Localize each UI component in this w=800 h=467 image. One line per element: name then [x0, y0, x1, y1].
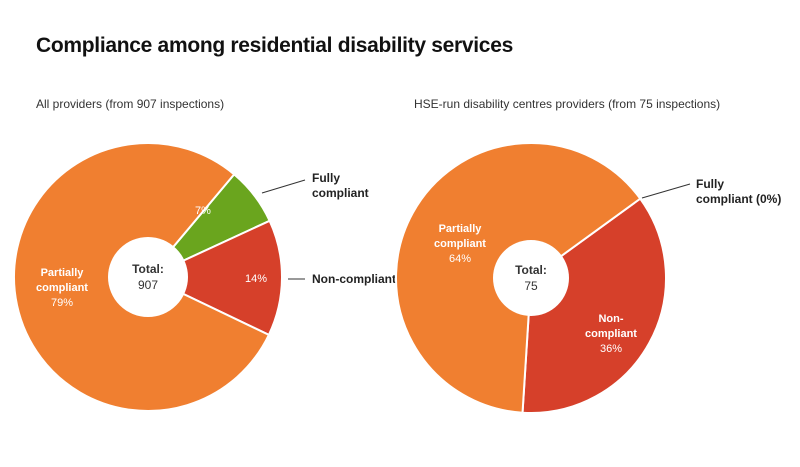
pie-center-hole: [493, 240, 569, 316]
right-chart-subtitle: HSE-run disability centres providers (fr…: [414, 97, 721, 111]
leader-line: [641, 183, 691, 199]
left-chart-subtitle: All providers (from 907 inspections): [36, 97, 225, 111]
legend-label: Fully compliant (0%): [696, 177, 781, 206]
pie-center-hole: [108, 237, 188, 317]
slice-label: Partially compliant 79%: [36, 267, 88, 309]
center-total-label: Total:: [132, 262, 164, 276]
slice-label: 14%: [245, 273, 267, 285]
legend-label: Non-compliant: [312, 272, 396, 286]
pie-slice-non-compliant: [145, 219, 283, 337]
leader-line: [261, 179, 306, 194]
center-total-label: Total:: [515, 263, 547, 277]
slice-label: Non-compliant 36%: [585, 313, 637, 355]
center-total-value: 907: [138, 278, 158, 292]
chart-title: Compliance among residential disability …: [36, 34, 513, 57]
slice-label: Partially compliant 64%: [434, 223, 486, 265]
slice-label: 7%: [195, 205, 211, 217]
center-total-value: 75: [524, 279, 538, 293]
legend-label: Fully compliant: [312, 171, 369, 200]
pie-slice-non-compliant: [521, 197, 667, 414]
